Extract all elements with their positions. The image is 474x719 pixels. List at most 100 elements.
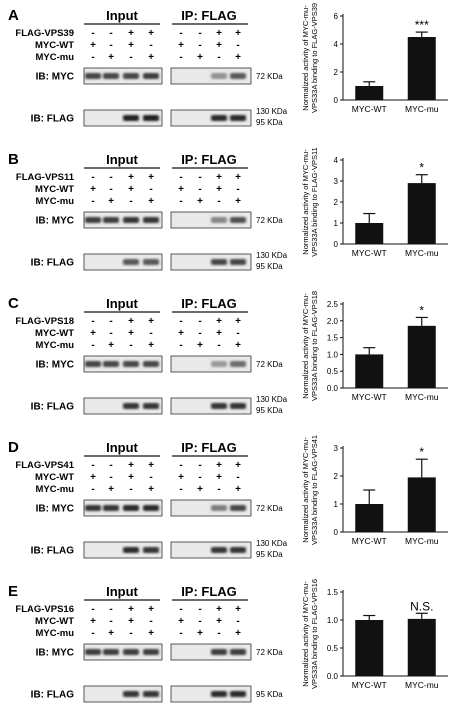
condition-symbol: -	[217, 196, 220, 207]
blot-band	[103, 505, 119, 511]
condition-symbol: -	[149, 472, 152, 483]
condition-symbol: -	[109, 184, 112, 195]
condition-symbol: -	[109, 604, 112, 615]
condition-symbol: +	[128, 28, 134, 39]
condition-symbol: +	[108, 484, 114, 495]
condition-symbol: -	[91, 52, 94, 63]
condition-symbol: -	[179, 172, 182, 183]
blot-band	[143, 73, 159, 79]
ip-header: IP: FLAG	[181, 152, 237, 167]
condition-symbol: -	[91, 340, 94, 351]
blot-ib-label: IB: MYC	[36, 648, 74, 659]
condition-symbol: +	[235, 172, 241, 183]
y-tick-label: 1.0	[327, 616, 339, 625]
condition-symbol: +	[148, 340, 154, 351]
blot-band	[211, 73, 227, 79]
condition-symbol: +	[108, 628, 114, 639]
blot-band	[143, 649, 159, 655]
condition-symbol: +	[235, 340, 241, 351]
condition-symbol: +	[128, 328, 134, 339]
condition-symbol: +	[148, 628, 154, 639]
ip-header: IP: FLAG	[181, 584, 237, 599]
blot-band	[230, 691, 246, 697]
condition-symbol: -	[217, 340, 220, 351]
condition-symbol: +	[128, 460, 134, 471]
mw-marker: 72 KDa	[256, 648, 283, 657]
condition-symbol: -	[91, 628, 94, 639]
bar-chart: 0.0 0.5 1.0 1.5 2.0 2.5 Normalized activity of…	[301, 291, 448, 402]
blot-band	[230, 217, 246, 223]
condition-row-label: MYC-WT	[35, 40, 74, 51]
blot-band	[230, 73, 246, 79]
condition-symbol: -	[91, 484, 94, 495]
mw-marker: 95 KDa	[256, 118, 283, 127]
condition-symbol: -	[236, 40, 239, 51]
blot-ib-label: IB: FLAG	[31, 114, 75, 125]
blot-band	[103, 73, 119, 79]
bar	[407, 37, 436, 100]
x-tick-label: MYC-WT	[352, 392, 387, 402]
y-axis-label-line: Normalized activity of MYC-mu-	[301, 293, 310, 399]
y-axis-label-line: Normalized activity of MYC-mu-	[301, 5, 310, 111]
bar-chart: 0.0 0.5 1.0 1.5 Normalized activity of MYC-m…	[301, 579, 448, 690]
y-tick-label: 1	[334, 500, 339, 509]
condition-row-label: MYC-mu	[35, 628, 74, 639]
y-tick-label: 3	[334, 177, 339, 186]
condition-symbol: -	[179, 340, 182, 351]
blot-band	[123, 115, 139, 121]
y-axis-label: Normalized activity of MYC-mu- VPS33A bin…	[301, 579, 319, 689]
y-tick-label: 2	[334, 198, 339, 207]
input-header: Input	[106, 440, 138, 455]
condition-symbol: +	[235, 316, 241, 327]
condition-symbol: -	[236, 328, 239, 339]
ip-header: IP: FLAG	[181, 296, 237, 311]
blot-ib-label: IB: MYC	[36, 504, 74, 515]
blot-ib-label: IB: FLAG	[31, 402, 75, 413]
condition-symbol: -	[91, 460, 94, 471]
mw-marker: 130 KDa	[256, 251, 288, 260]
mw-marker: 95 KDa	[256, 262, 283, 271]
x-tick-label: MYC-mu	[405, 392, 439, 402]
condition-symbol: +	[90, 184, 96, 195]
y-axis-label-line: VPS33A binding to FLAG-VPS11	[310, 147, 319, 257]
condition-symbol: -	[198, 328, 201, 339]
condition-row-label: FLAG-VPS11	[16, 172, 75, 183]
condition-symbol: +	[216, 460, 222, 471]
condition-symbol: -	[109, 28, 112, 39]
condition-symbol: +	[128, 616, 134, 627]
condition-symbol: -	[109, 460, 112, 471]
bar	[407, 325, 436, 388]
blot-band	[211, 691, 227, 697]
condition-symbol: -	[109, 328, 112, 339]
condition-symbol: -	[129, 52, 132, 63]
blot-band	[211, 403, 227, 409]
condition-symbol: +	[216, 184, 222, 195]
condition-symbol: -	[91, 196, 94, 207]
condition-symbol: -	[109, 472, 112, 483]
blot-band	[103, 649, 119, 655]
mw-marker: 130 KDa	[256, 107, 288, 116]
condition-symbol: +	[90, 40, 96, 51]
blot-band	[123, 691, 139, 697]
blot-band	[123, 73, 139, 79]
condition-symbol: +	[235, 628, 241, 639]
condition-row-label: MYC-mu	[35, 196, 74, 207]
x-tick-label: MYC-mu	[405, 680, 439, 690]
condition-symbol: +	[216, 616, 222, 627]
condition-symbol: +	[216, 172, 222, 183]
condition-symbol: +	[178, 472, 184, 483]
mw-marker: 72 KDa	[256, 72, 283, 81]
y-axis-label-line: Normalized activity of MYC-mu-	[301, 149, 310, 255]
condition-symbol: +	[128, 40, 134, 51]
condition-symbol: +	[108, 340, 114, 351]
x-tick-label: MYC-WT	[352, 680, 387, 690]
condition-symbol: +	[216, 328, 222, 339]
blot-band	[230, 259, 246, 265]
bar	[407, 477, 436, 532]
condition-symbol: +	[216, 472, 222, 483]
y-axis-label: Normalized activity of MYC-mu- VPS33A bin…	[301, 147, 319, 257]
blot-band	[85, 505, 101, 511]
panel-label: E	[8, 583, 18, 600]
